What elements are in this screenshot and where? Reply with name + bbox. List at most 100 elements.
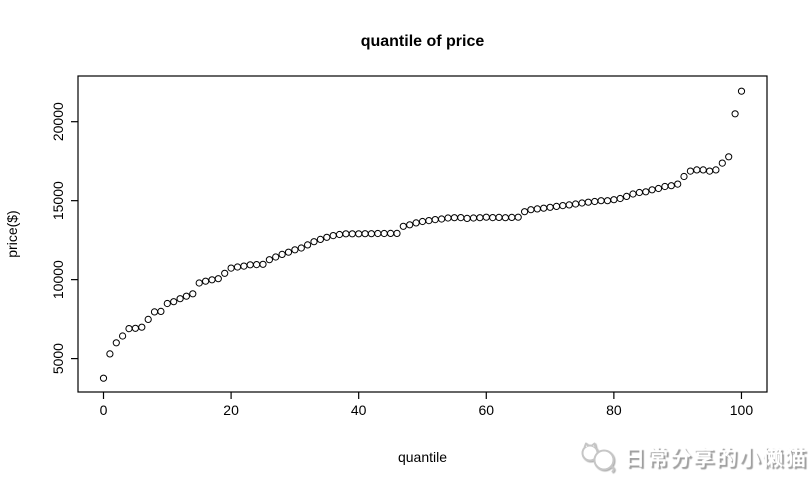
- data-point: [246, 261, 254, 269]
- data-point: [667, 182, 675, 190]
- data-point: [355, 230, 363, 238]
- data-point: [393, 229, 401, 237]
- data-point: [674, 180, 682, 188]
- data-point: [157, 307, 165, 315]
- data-point: [125, 325, 133, 333]
- data-point: [335, 230, 344, 239]
- data-point: [297, 244, 305, 252]
- data-point: [202, 277, 210, 285]
- y-tick-label: 20000: [50, 102, 66, 141]
- data-point: [610, 196, 618, 204]
- data-point: [240, 262, 248, 270]
- data-point: [316, 235, 324, 243]
- data-point: [699, 166, 707, 174]
- data-point: [686, 167, 695, 175]
- data-point: [616, 194, 624, 203]
- data-point: [304, 241, 312, 249]
- data-point: [380, 229, 388, 238]
- data-point: [195, 279, 203, 287]
- data-point: [329, 232, 337, 240]
- y-axis-label: price($): [4, 210, 20, 257]
- data-point: [680, 172, 688, 181]
- data-point: [661, 182, 669, 191]
- x-axis-label: quantile: [398, 449, 447, 465]
- data-point: [706, 167, 714, 175]
- data-point: [438, 215, 446, 223]
- x-axis-ticks: 0 20 40 60 80 100: [100, 392, 754, 418]
- data-point: [163, 299, 171, 308]
- data-point: [189, 290, 197, 298]
- watermark: 日常分享的小懒猫: [579, 440, 808, 474]
- data-point: [227, 264, 235, 272]
- data-point: [463, 214, 471, 222]
- data-point: [278, 250, 286, 258]
- x-tick-label: 0: [100, 402, 108, 418]
- data-point: [648, 186, 656, 194]
- data-point: [144, 315, 152, 323]
- data-point: [221, 269, 229, 277]
- chart-title: quantile of price: [361, 33, 485, 50]
- data-point: [546, 203, 554, 211]
- x-tick-label: 20: [223, 402, 239, 418]
- data-point: [597, 197, 605, 205]
- data-point: [731, 110, 739, 118]
- data-points: [99, 87, 746, 382]
- x-tick-label: 40: [351, 402, 367, 418]
- data-point: [444, 214, 452, 222]
- data-point: [431, 216, 439, 224]
- data-point: [119, 332, 127, 340]
- data-point: [138, 323, 146, 331]
- plot-border: [77, 75, 768, 393]
- data-point: [527, 206, 535, 214]
- data-point: [642, 188, 650, 196]
- data-point: [495, 213, 503, 221]
- data-point: [450, 214, 458, 222]
- data-point: [387, 229, 395, 237]
- data-point: [482, 213, 490, 221]
- x-tick-label: 100: [730, 402, 754, 418]
- data-point: [635, 188, 644, 197]
- data-point: [737, 87, 746, 95]
- y-tick-label: 10000: [50, 260, 66, 299]
- data-point: [412, 219, 420, 227]
- data-point: [418, 217, 427, 226]
- data-point: [112, 339, 120, 347]
- data-point: [399, 222, 407, 230]
- data-point: [406, 221, 414, 229]
- data-point: [693, 166, 701, 174]
- x-tick-label: 60: [478, 402, 494, 418]
- data-point: [259, 260, 267, 268]
- wechat-cat-icon: [581, 442, 615, 473]
- data-point: [131, 324, 139, 332]
- data-point: [572, 200, 580, 208]
- data-point: [214, 275, 222, 283]
- y-axis-ticks: 5000 10000 15000 20000: [50, 102, 78, 374]
- data-point: [253, 261, 261, 269]
- data-point: [348, 230, 356, 238]
- data-point: [623, 192, 631, 200]
- data-point: [182, 292, 190, 300]
- data-point: [233, 263, 242, 271]
- data-point: [603, 197, 612, 205]
- data-point: [176, 295, 184, 303]
- data-point: [591, 197, 599, 206]
- x-tick-label: 80: [606, 402, 622, 418]
- data-point: [150, 308, 159, 316]
- y-tick-label: 15000: [50, 181, 66, 220]
- data-point: [521, 208, 529, 216]
- data-point: [272, 253, 280, 261]
- data-point: [540, 204, 548, 212]
- data-point: [501, 214, 509, 222]
- data-point: [533, 205, 541, 213]
- y-tick-label: 5000: [50, 343, 66, 374]
- data-point: [654, 184, 663, 193]
- data-point: [291, 246, 299, 254]
- data-point: [469, 214, 478, 222]
- data-point: [106, 350, 114, 358]
- data-point: [265, 256, 273, 264]
- data-point: [310, 238, 318, 246]
- data-point: [565, 201, 573, 209]
- data-point: [361, 230, 369, 238]
